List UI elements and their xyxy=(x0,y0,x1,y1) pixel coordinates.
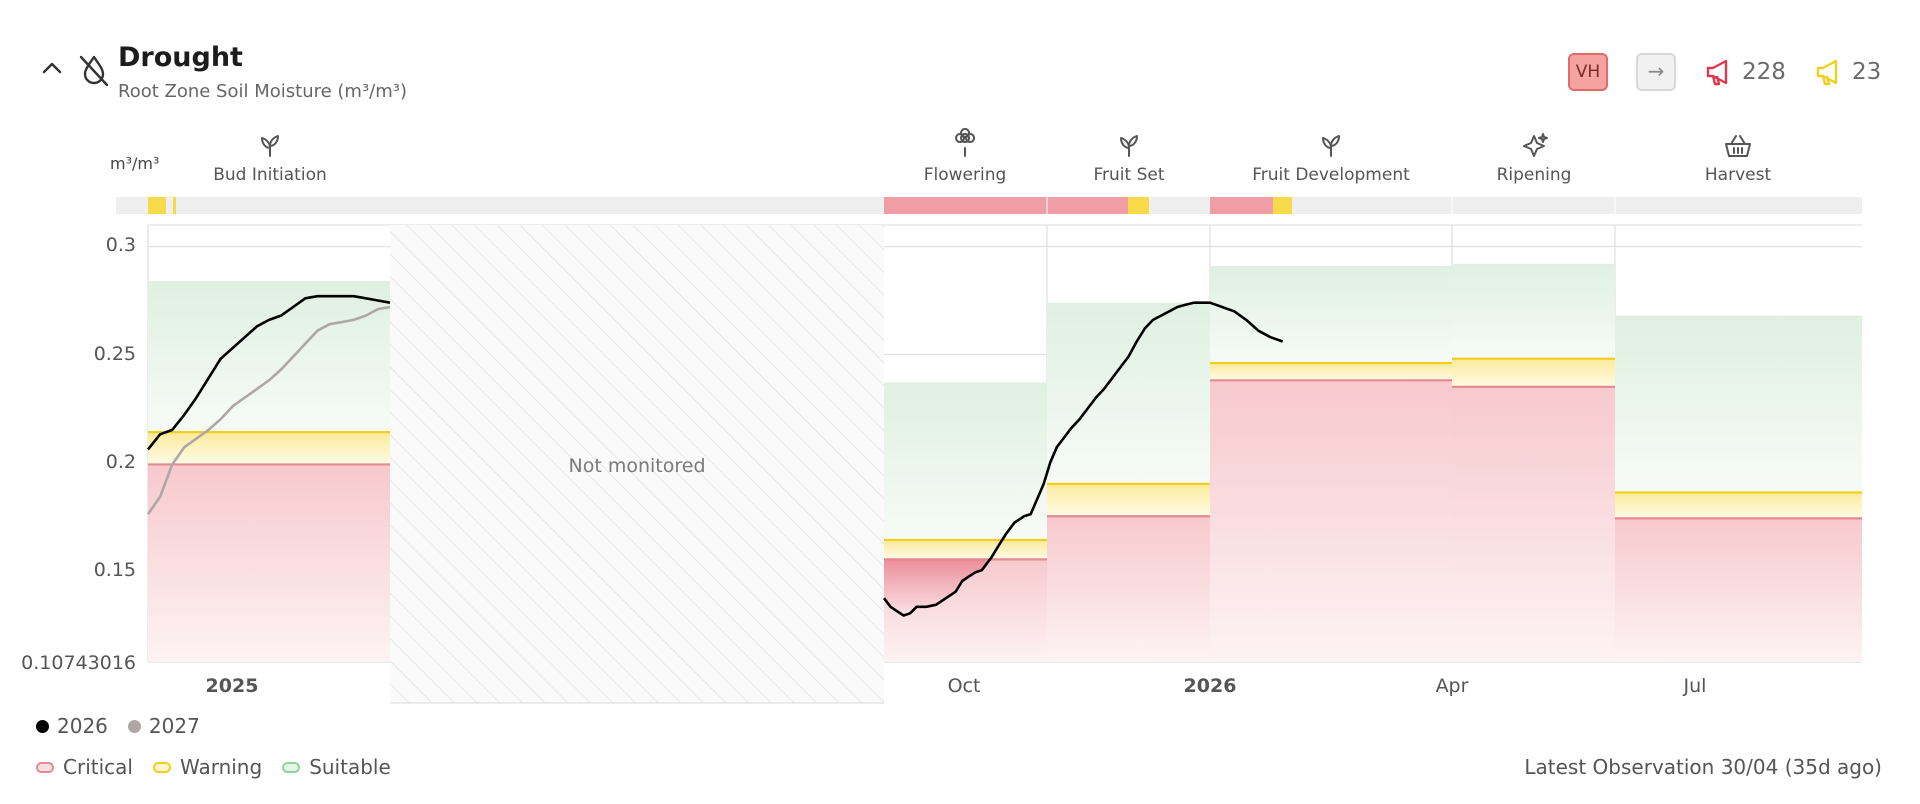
suitable-zone xyxy=(1615,315,1862,493)
strip-warning-mark xyxy=(173,197,176,214)
warning-zone xyxy=(1047,483,1210,517)
panel-header: Drought Root Zone Soil Moisture (m³/m³) … xyxy=(0,0,1920,120)
x-tick-label: Jul xyxy=(1683,675,1707,697)
icon-shape xyxy=(261,135,279,157)
warning-zone xyxy=(1452,358,1615,387)
warning-zone xyxy=(884,539,1047,560)
series-dot-icon xyxy=(36,719,49,733)
critical-swatch-icon xyxy=(36,761,54,773)
strip-warning-mark xyxy=(1273,197,1292,214)
legend-item-2026[interactable]: 2026 xyxy=(36,714,108,738)
critical-zone xyxy=(1615,518,1862,662)
warning-alerts[interactable]: 23 xyxy=(1814,55,1881,89)
stage-label: Harvest xyxy=(1705,165,1772,185)
legend-label: Critical xyxy=(63,755,133,779)
stage-label: Fruit Development xyxy=(1252,165,1410,185)
below-critical-fill xyxy=(884,559,987,616)
y-tick-label: 0.25 xyxy=(94,343,136,365)
suitable-zone xyxy=(148,281,390,433)
series-line-2027 xyxy=(146,305,391,515)
y-tick-label: 0.10743016 xyxy=(21,652,136,674)
megaphone-icon xyxy=(1706,59,1728,86)
icon-shape xyxy=(1322,135,1340,157)
critical-zone xyxy=(1047,516,1210,662)
drought-drop-slash-icon xyxy=(79,55,109,87)
critical-zone xyxy=(1210,380,1452,662)
sprout-icon xyxy=(1322,135,1340,157)
critical-zone xyxy=(148,464,390,662)
suitable-zone xyxy=(1047,302,1210,484)
warning-alert-count: 23 xyxy=(1852,59,1882,85)
suitable-zone xyxy=(884,382,1047,540)
suitable-swatch-icon xyxy=(282,761,301,773)
icon-shape xyxy=(1523,133,1548,157)
sprout-icon xyxy=(261,135,279,157)
arrow-button[interactable]: → xyxy=(1636,53,1676,91)
x-tick-label: Apr xyxy=(1436,675,1469,697)
sparkle-icon xyxy=(1523,133,1548,157)
series-line-2026 xyxy=(882,301,1284,617)
legend-item-suitable: Suitable xyxy=(282,755,391,779)
critical-zone xyxy=(1452,386,1615,662)
y-axis-unit-label: m³/m³ xyxy=(110,154,159,173)
icon-shape xyxy=(1725,135,1751,157)
legend-label: 2027 xyxy=(148,714,200,738)
x-tick-label: 2026 xyxy=(1184,675,1237,697)
basket-icon xyxy=(1725,135,1751,157)
warning-zone xyxy=(1615,492,1862,519)
legend-label: Warning xyxy=(179,755,263,779)
sprout-icon xyxy=(1120,135,1138,157)
warning-zone xyxy=(148,432,390,465)
megaphone-icon xyxy=(1816,59,1838,86)
stage-label: Ripening xyxy=(1497,165,1572,185)
suitable-zone xyxy=(1452,263,1615,359)
strip-critical-mark xyxy=(884,197,1128,214)
y-tick-label: 0.3 xyxy=(106,234,136,256)
flower-icon xyxy=(955,128,976,157)
legend-item-warning: Warning xyxy=(152,755,263,779)
chevron-up-icon[interactable] xyxy=(40,56,64,80)
series-line-2026 xyxy=(146,294,391,451)
icon-shape xyxy=(1120,135,1138,157)
stage-label: Bud Initiation xyxy=(213,165,327,185)
critical-alerts[interactable]: 228 xyxy=(1704,55,1786,89)
legend-item-critical: Critical xyxy=(36,755,133,779)
strip-critical-mark xyxy=(1210,197,1273,214)
x-tick-label: Oct xyxy=(948,675,981,697)
series-legend: 2026 2027 xyxy=(36,714,220,738)
not-monitored-area xyxy=(390,225,884,703)
page-subtitle: Root Zone Soil Moisture (m³/m³) xyxy=(118,81,408,102)
warning-swatch-icon xyxy=(152,761,171,773)
critical-alert-count: 228 xyxy=(1742,59,1786,85)
y-tick-label: 0.15 xyxy=(94,559,136,581)
stage-label: Flowering xyxy=(924,165,1007,185)
stage-label: Fruit Set xyxy=(1093,165,1164,185)
legend-label: Suitable xyxy=(309,755,391,779)
legend-item-2027[interactable]: 2027 xyxy=(127,714,200,738)
warning-zone xyxy=(1210,363,1452,381)
not-monitored-label: Not monitored xyxy=(569,455,706,477)
soil-moisture-chart: Not monitored 0.3 0.25 0.2 0.15 0.10743016 m³… xyxy=(21,128,1862,704)
strip-warning-mark xyxy=(1128,197,1149,214)
legend-label: 2026 xyxy=(57,714,108,738)
series-dot-icon xyxy=(127,719,141,733)
risk-badge[interactable]: VH xyxy=(1568,53,1608,91)
strip-warning-mark xyxy=(148,197,166,214)
icon-shape xyxy=(955,128,976,157)
x-tick-label: 2025 xyxy=(206,675,259,697)
latest-observation: Latest Observation 30/04 (35d ago) xyxy=(1524,755,1882,779)
zones-legend: Critical Warning Suitable xyxy=(36,755,411,779)
y-tick-label: 0.2 xyxy=(106,451,136,473)
suitable-zone xyxy=(1210,265,1452,364)
page-title: Drought xyxy=(118,42,243,73)
